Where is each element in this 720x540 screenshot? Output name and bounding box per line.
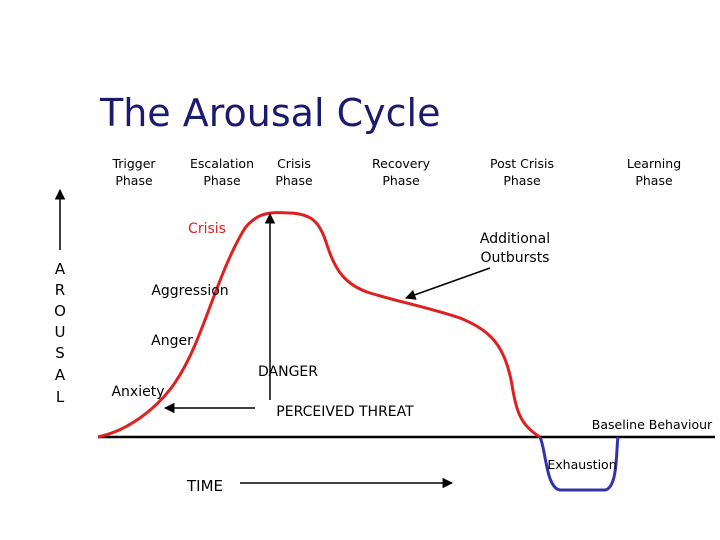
phase: Phase xyxy=(382,173,420,188)
outburst-arrow xyxy=(405,267,491,300)
arousal-axis: A R O U S A L xyxy=(54,260,66,406)
phase: Crisis xyxy=(277,156,311,171)
label: PERCEIVED THREAT xyxy=(276,404,414,420)
phase: Phase xyxy=(635,173,673,188)
axis-letter: S xyxy=(55,344,65,362)
axis-letter: O xyxy=(54,302,66,320)
axis-letter: A xyxy=(55,366,66,384)
arousal-curve xyxy=(97,211,541,439)
axis-letter: U xyxy=(55,323,66,341)
label: DANGER xyxy=(258,364,318,380)
label: TIME xyxy=(186,477,223,495)
label: Anxiety xyxy=(111,384,164,400)
phase: Recovery xyxy=(372,156,431,171)
title: The Arousal Cycle xyxy=(99,91,440,135)
phase-labels: Trigger Phase Escalation Phase Crisis Ph… xyxy=(111,156,681,188)
axis-letter: A xyxy=(55,260,66,278)
label: Anger xyxy=(151,333,193,349)
label: Aggression xyxy=(151,283,228,299)
phase: Escalation xyxy=(190,156,254,171)
phase: Phase xyxy=(503,173,541,188)
label: Exhaustion xyxy=(547,457,616,472)
axis-letter: L xyxy=(56,388,65,406)
phase: Phase xyxy=(275,173,313,188)
phase: Post Crisis xyxy=(490,156,554,171)
phase: Phase xyxy=(115,173,153,188)
phase: Phase xyxy=(203,173,241,188)
label: Baseline Behaviour xyxy=(592,417,713,432)
phase: Learning xyxy=(627,156,681,171)
label: Additional xyxy=(480,231,550,247)
axis-letter: R xyxy=(55,281,65,299)
label: Outbursts xyxy=(481,250,550,266)
phase: Trigger xyxy=(111,156,156,171)
label: Crisis xyxy=(188,221,226,237)
exhaustion-curve xyxy=(538,436,620,492)
